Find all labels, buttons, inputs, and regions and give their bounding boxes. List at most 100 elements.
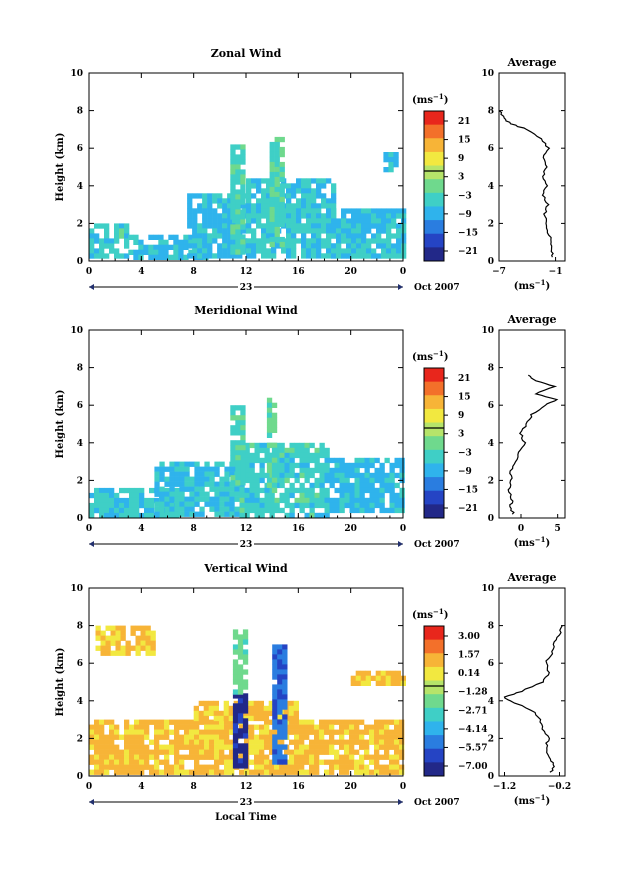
echo-cell xyxy=(399,724,405,730)
colorbar-tick-label: −21 xyxy=(458,247,478,257)
echo-cell xyxy=(254,764,260,770)
echo-cell xyxy=(124,238,130,244)
echo-cell xyxy=(222,233,228,239)
echo-cell xyxy=(374,724,380,730)
echo-cell xyxy=(154,754,160,760)
echo-cell xyxy=(264,447,270,454)
echo-cell xyxy=(394,769,400,775)
echo-cell xyxy=(274,452,280,459)
colorbar-segment xyxy=(424,124,444,139)
echo-cell xyxy=(354,507,360,514)
echo-cell xyxy=(356,228,362,234)
echo-cell xyxy=(349,744,355,750)
echo-cell xyxy=(344,497,350,504)
echo-cell xyxy=(399,749,405,755)
echo-cell xyxy=(269,236,275,243)
echo-cell xyxy=(159,496,165,502)
echo-cell xyxy=(159,461,165,467)
echo-cell xyxy=(331,228,337,234)
echo-cell xyxy=(197,233,203,239)
echo-cell xyxy=(259,457,265,464)
echo-cell xyxy=(291,188,297,194)
echo-cell xyxy=(284,457,290,464)
echo-cell xyxy=(269,216,275,223)
echo-cell xyxy=(371,218,377,224)
echo-cell xyxy=(104,734,110,740)
echo-cell xyxy=(272,684,278,690)
echo-cell xyxy=(184,769,190,775)
echo-cell xyxy=(89,734,95,740)
echo-cell xyxy=(366,248,372,254)
echo-cell xyxy=(184,501,190,507)
echo-cell xyxy=(240,465,246,471)
echo-cell xyxy=(164,754,170,760)
echo-cell xyxy=(189,486,195,492)
echo-cell xyxy=(349,472,355,479)
echo-cell xyxy=(105,645,111,651)
echo-cell xyxy=(246,218,252,224)
echo-cell xyxy=(235,249,241,255)
echo-cell xyxy=(240,144,246,150)
echo-cell xyxy=(259,487,265,494)
echo-cell xyxy=(192,218,198,224)
echo-cell xyxy=(286,188,292,194)
echo-cell xyxy=(394,754,400,760)
echo-cell xyxy=(309,497,315,504)
echo-cell xyxy=(261,203,267,209)
echo-cell xyxy=(274,146,280,153)
echo-cell xyxy=(99,243,105,249)
echo-cell xyxy=(124,233,130,239)
echo-cell xyxy=(258,710,264,717)
echo-cell xyxy=(279,472,285,479)
colorbar-segment xyxy=(424,368,444,383)
echo-cell xyxy=(194,491,200,497)
echo-cell xyxy=(359,492,365,499)
echo-cell xyxy=(99,502,105,509)
echo-cell xyxy=(249,749,255,755)
echo-cell xyxy=(149,739,155,745)
echo-cell xyxy=(154,729,160,735)
average-y-tick-label: 2 xyxy=(488,219,494,229)
echo-cell xyxy=(264,754,270,760)
echo-cell xyxy=(269,161,275,168)
echo-cell xyxy=(374,477,380,484)
average-frame xyxy=(498,587,566,777)
echo-cell xyxy=(266,238,272,244)
echo-cell xyxy=(381,253,387,259)
echo-cell xyxy=(277,654,283,660)
echo-cell xyxy=(256,218,262,224)
echo-cell xyxy=(304,769,310,775)
echo-cell xyxy=(299,739,305,745)
echo-cell xyxy=(179,511,185,517)
echo-cell xyxy=(272,699,278,705)
echo-cell xyxy=(264,724,270,730)
echo-cell xyxy=(319,734,325,740)
echo-cell xyxy=(389,744,395,750)
echo-cell xyxy=(296,188,302,194)
echo-cell xyxy=(230,194,236,200)
echo-cell xyxy=(232,748,239,754)
echo-cell xyxy=(354,487,360,494)
echo-cell xyxy=(339,729,345,735)
echo-cell xyxy=(145,630,151,636)
echo-cell xyxy=(94,739,100,745)
echo-cell xyxy=(240,244,246,250)
echo-cell xyxy=(159,512,165,519)
echo-cell xyxy=(89,512,95,519)
echo-cell xyxy=(394,472,400,479)
echo-cell xyxy=(369,472,375,479)
echo-cell xyxy=(259,749,265,755)
echo-cell xyxy=(124,223,130,229)
echo-cell xyxy=(324,452,330,459)
echo-cell xyxy=(296,238,302,244)
echo-cell xyxy=(329,759,335,765)
echo-cell xyxy=(129,744,135,750)
echo-cell xyxy=(199,486,205,492)
echo-cell xyxy=(144,744,150,750)
echo-cell xyxy=(364,764,370,770)
echo-cell xyxy=(254,487,260,494)
echo-cell xyxy=(230,189,236,195)
echo-cell xyxy=(219,719,225,725)
echo-cell xyxy=(169,744,175,750)
echo-cell xyxy=(199,739,205,745)
